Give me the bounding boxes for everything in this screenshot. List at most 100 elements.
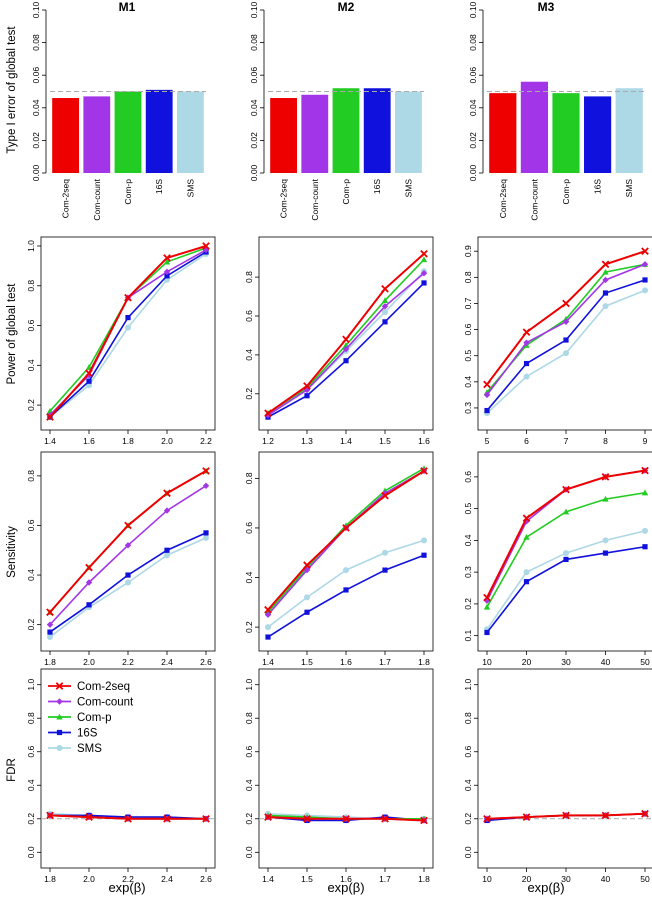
y-tick-label: 0.3: [463, 402, 473, 414]
series-line: [267, 470, 425, 616]
data-point: [85, 563, 93, 572]
y-tick-label: 0.2: [463, 813, 473, 825]
data-point: [421, 537, 427, 544]
bar: [52, 98, 80, 173]
y-tick-label: 0.4: [244, 779, 254, 791]
data-point: [563, 556, 569, 563]
data-point: [342, 335, 350, 344]
data-point: [420, 467, 428, 475]
data-point: [125, 314, 131, 321]
x-tick-label: 1.7: [379, 657, 391, 667]
data-point: [641, 466, 649, 475]
y-tick-label: 1.0: [26, 240, 36, 252]
y-tick-label: 0.8: [26, 280, 36, 292]
data-point: [562, 508, 570, 515]
legend-label: SMS: [77, 743, 102, 755]
panel-0-1: 0.00 0.02 0.04 0.06 0.08 0.10 Com-2seq Com-coun…: [249, 1, 424, 221]
x-tick-label: 1.3: [301, 436, 313, 446]
data-point: [303, 566, 311, 574]
panel-0-0: 0.00 0.02 0.04 0.06 0.08 0.10 Com-2seq Com-coun…: [31, 1, 206, 221]
data-point: [202, 242, 210, 250]
panel-3-2: 0.0 0.2 0.4 0.6 0.8 1.0 10 20 30 40 50: [463, 668, 652, 884]
y-tick-label: 0.06: [31, 67, 41, 84]
data-point: [264, 611, 272, 618]
series-sms: [47, 534, 209, 641]
data-point: [303, 814, 311, 823]
data-point: [164, 273, 170, 279]
data-point: [484, 629, 490, 636]
legend-label: Com-2seq: [77, 681, 130, 693]
data-point: [641, 489, 649, 496]
series-com-p: [46, 467, 210, 615]
x-tick-label: 1.6: [83, 436, 95, 446]
data-point: [641, 247, 649, 256]
panel-0-2: 0.00 0.02 0.04 0.06 0.08 0.10 Com-2seq Com-coun…: [468, 1, 645, 221]
legend-marker: [56, 698, 63, 705]
x-tick-label: 16S: [154, 179, 164, 194]
y-tick-label: 0.02: [31, 132, 41, 149]
col-title-m2: M2: [338, 0, 355, 14]
x-tick-label: 1.7: [379, 874, 391, 884]
x-tick-label: SMS: [403, 179, 413, 198]
series-com-p: [483, 261, 649, 395]
data-point: [483, 597, 491, 604]
bar: [332, 88, 360, 173]
series-com-2seq: [46, 811, 210, 823]
bar: [270, 98, 298, 173]
data-point: [163, 814, 171, 823]
data-point: [342, 814, 350, 823]
data-point: [523, 534, 530, 540]
x-tick-label: Com-count: [529, 178, 539, 220]
legend-marker: [56, 729, 63, 736]
legend-marker: [55, 682, 64, 690]
data-point: [420, 270, 428, 277]
y-tick-label: 0.0: [26, 846, 36, 858]
data-point: [343, 567, 349, 574]
data-point: [601, 811, 610, 820]
data-point: [202, 814, 210, 823]
y-tick-label: 0.10: [31, 1, 41, 18]
data-point: [601, 260, 610, 269]
panel-1-0: 0.2 0.4 0.6 0.8 1.0 1.4 1.6 1.8 2.0 2.2: [26, 236, 216, 446]
x-tick-label: Com-p: [341, 179, 351, 205]
data-point: [303, 561, 311, 569]
y-tick-label: 0.8: [244, 472, 254, 484]
data-point: [381, 297, 389, 304]
y-tick-label: 0.08: [468, 34, 478, 51]
data-point: [522, 514, 531, 522]
col-title-m1: M1: [119, 0, 136, 14]
data-point: [483, 391, 491, 399]
panel-3-0: 0.0 0.2 0.4 0.6 0.8 1.0 1.8 2.0 2.2 2.4 2.6 Com-2se…: [26, 668, 216, 884]
series-com-2seq: [264, 813, 428, 825]
bar: [520, 81, 548, 173]
y-tick-label: 1.0: [244, 679, 254, 691]
y-tick-label: 0.4: [244, 349, 254, 361]
y-tick-label: 0.8: [26, 712, 36, 724]
data-point: [602, 276, 609, 284]
y-tick-label: 0.6: [26, 319, 36, 331]
x-tick-label: 2.0: [161, 436, 173, 446]
data-point: [342, 345, 350, 353]
data-point: [483, 603, 491, 610]
data-point: [602, 537, 609, 544]
data-point: [164, 552, 170, 559]
y-tick-label: 0.6: [463, 471, 473, 483]
y-tick-label: 0.2: [244, 813, 254, 825]
series-com-2seq: [264, 249, 428, 418]
x-tick-label: 7: [564, 436, 569, 446]
y-tick-label: 0.8: [244, 712, 254, 724]
data-point: [46, 621, 54, 628]
panel-2-1: 0.2 0.4 0.6 0.8 1.4 1.5 1.6 1.7 1.8: [244, 451, 434, 667]
series-sms: [484, 527, 648, 633]
y-tick-label: 0.10: [249, 1, 259, 18]
series-com-2seq: [264, 467, 428, 614]
x-tick-label: 2.6: [200, 657, 212, 667]
data-point: [85, 369, 93, 378]
series-com-2seq: [46, 467, 210, 617]
x-tick-label: 30: [561, 657, 571, 667]
x-tick-label: 30: [561, 874, 571, 884]
x-axis-labels: exp(β) exp(β) exp(β): [108, 880, 564, 895]
y-tick-label: 0.8: [463, 712, 473, 724]
y-tick-label: 0.10: [468, 1, 478, 18]
legend-label: Com-count: [77, 697, 134, 709]
